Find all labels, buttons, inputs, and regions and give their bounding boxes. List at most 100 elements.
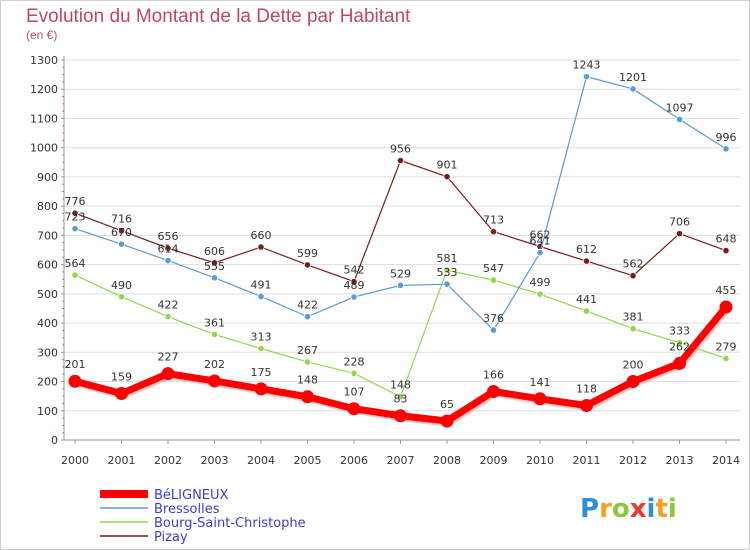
y-tick-label: 200: [37, 376, 58, 389]
data-label-layer: 776 716 656 606 660 599 542 956 901 713 662 612 562 7…: [65, 59, 737, 411]
y-tick-label: 1100: [30, 112, 58, 125]
data-label: 547: [483, 262, 504, 275]
grid-layer: [64, 59, 740, 412]
data-point: [722, 354, 730, 363]
data-point: [210, 259, 219, 267]
legend: BéLIGNEUXBressollesBourg-Saint-Christoph…: [100, 488, 306, 545]
data-point: [68, 374, 82, 388]
data-label: 706: [669, 216, 690, 229]
data-point: [396, 393, 405, 401]
x-tick-label: 2005: [294, 454, 322, 467]
data-point: [71, 271, 79, 279]
y-tick-label: 700: [37, 229, 58, 242]
data-label: 641: [530, 235, 551, 248]
data-point: [164, 256, 172, 265]
data-point: [301, 390, 314, 404]
data-point: [164, 313, 172, 321]
proxiti-logo-text: Proxiti: [580, 494, 677, 524]
data-label: 529: [390, 267, 411, 280]
data-point: [536, 290, 544, 298]
data-point: [210, 330, 219, 339]
y-tick-label: 100: [37, 405, 58, 418]
legend-label: Bourg-Saint-Christophe: [154, 516, 306, 531]
data-point: [396, 281, 405, 289]
series-beligneux: [68, 300, 733, 428]
data-label: 555: [204, 260, 225, 273]
data-point: [675, 339, 684, 347]
data-label: 606: [204, 245, 225, 258]
data-point: [443, 280, 451, 288]
data-point: [350, 369, 358, 377]
data-label: 118: [576, 383, 597, 396]
legend-label: Bressolles: [154, 502, 220, 517]
data-point: [303, 313, 312, 321]
chart-subtitle: (en €): [26, 28, 57, 42]
data-point: [117, 293, 126, 301]
data-point: [629, 325, 637, 333]
data-label: 1097: [666, 101, 694, 114]
data-point: [489, 227, 498, 236]
data-label: 662: [530, 228, 551, 241]
data-point: [210, 274, 219, 282]
data-label: 227: [158, 351, 179, 364]
data-point: [396, 156, 405, 165]
data-point: [161, 367, 175, 381]
data-label: 564: [65, 257, 86, 270]
x-tick-label: 2013: [666, 454, 694, 467]
data-label: 660: [251, 229, 272, 242]
data-label: 489: [344, 279, 365, 292]
data-label: 614: [158, 243, 179, 256]
x-tick-label: 2012: [619, 454, 647, 467]
data-label: 107: [344, 386, 365, 399]
y-tick-label: 600: [37, 259, 58, 272]
series-pizay: [71, 156, 730, 286]
data-point: [536, 249, 544, 257]
data-point: [722, 246, 730, 255]
data-label: 490: [111, 279, 132, 292]
series-bressolles: [71, 73, 730, 334]
x-tick-label: 2004: [247, 454, 275, 467]
data-point: [303, 261, 312, 269]
data-label: 83: [394, 393, 408, 406]
data-point: [394, 409, 407, 423]
data-label: 202: [204, 358, 225, 371]
data-point: [117, 240, 126, 248]
y-tick-label: 1300: [30, 54, 58, 67]
data-point: [164, 244, 172, 252]
x-tick-label: 2014: [712, 454, 740, 467]
data-point: [722, 145, 730, 153]
x-tick-label: 2003: [201, 454, 229, 467]
y-tick-label: 400: [37, 317, 58, 330]
legend-label: BéLIGNEUX: [154, 488, 229, 503]
data-label: 166: [483, 368, 504, 381]
data-label: 200: [623, 359, 644, 372]
data-point: [208, 374, 221, 388]
data-label: 141: [530, 376, 551, 389]
data-point: [533, 392, 547, 406]
data-label: 713: [483, 214, 504, 227]
data-point: [254, 382, 268, 396]
data-label: 599: [297, 247, 318, 260]
data-point: [257, 292, 265, 301]
data-point: [350, 277, 358, 286]
y-tick-label: 500: [37, 288, 58, 301]
x-tick-label: 2000: [61, 454, 89, 467]
data-label: 381: [623, 311, 644, 324]
data-label: 313: [251, 331, 272, 344]
data-label: 723: [65, 211, 86, 224]
data-label: 648: [716, 233, 737, 246]
x-tick-label: 2010: [526, 454, 554, 467]
data-point: [257, 344, 265, 353]
data-point: [626, 375, 640, 389]
data-point: [115, 387, 128, 401]
data-point: [487, 384, 500, 398]
data-label: 581: [437, 252, 458, 265]
y-tick-label: 1200: [30, 83, 58, 96]
data-point: [440, 414, 454, 428]
data-label: 201: [65, 358, 86, 371]
data-label: 333: [669, 325, 690, 338]
data-point: [347, 402, 361, 416]
data-label: 562: [623, 258, 644, 271]
